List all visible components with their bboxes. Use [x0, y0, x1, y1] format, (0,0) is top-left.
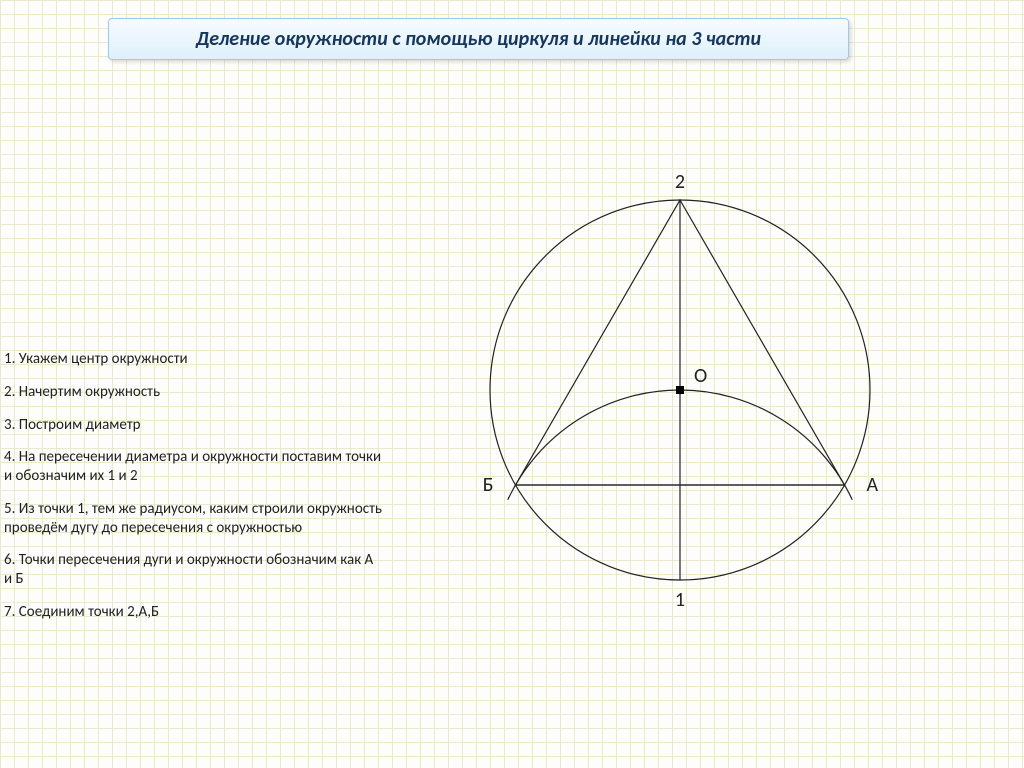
center-point	[676, 386, 684, 394]
geometry-diagram: О 2 1 А Б	[400, 110, 960, 670]
step-1: 1. Укажем центр окружности	[4, 350, 384, 369]
label-left: Б	[483, 473, 494, 497]
step-4: 4. На пересечении диаметра и окружности …	[4, 448, 384, 486]
step-2: 2. Начертим окружность	[4, 383, 384, 402]
label-right: А	[867, 473, 879, 497]
step-5: 5. Из точки 1, тем же радиусом, каким ст…	[4, 500, 384, 538]
label-top: 2	[675, 170, 685, 194]
steps-list: 1. Укажем центр окружности 2. Начертим о…	[4, 350, 384, 636]
label-bottom: 1	[675, 588, 685, 612]
step-6: 6. Точки пересечения дуги и окружности о…	[4, 551, 384, 589]
page-title: Деление окружности с помощью циркуля и л…	[108, 18, 849, 60]
step-3: 3. Построим диаметр	[4, 416, 384, 435]
geometry-svg: О 2 1 А Б	[400, 110, 960, 670]
label-center: О	[694, 364, 707, 388]
step-7: 7. Соединим точки 2,А,Б	[4, 603, 384, 622]
